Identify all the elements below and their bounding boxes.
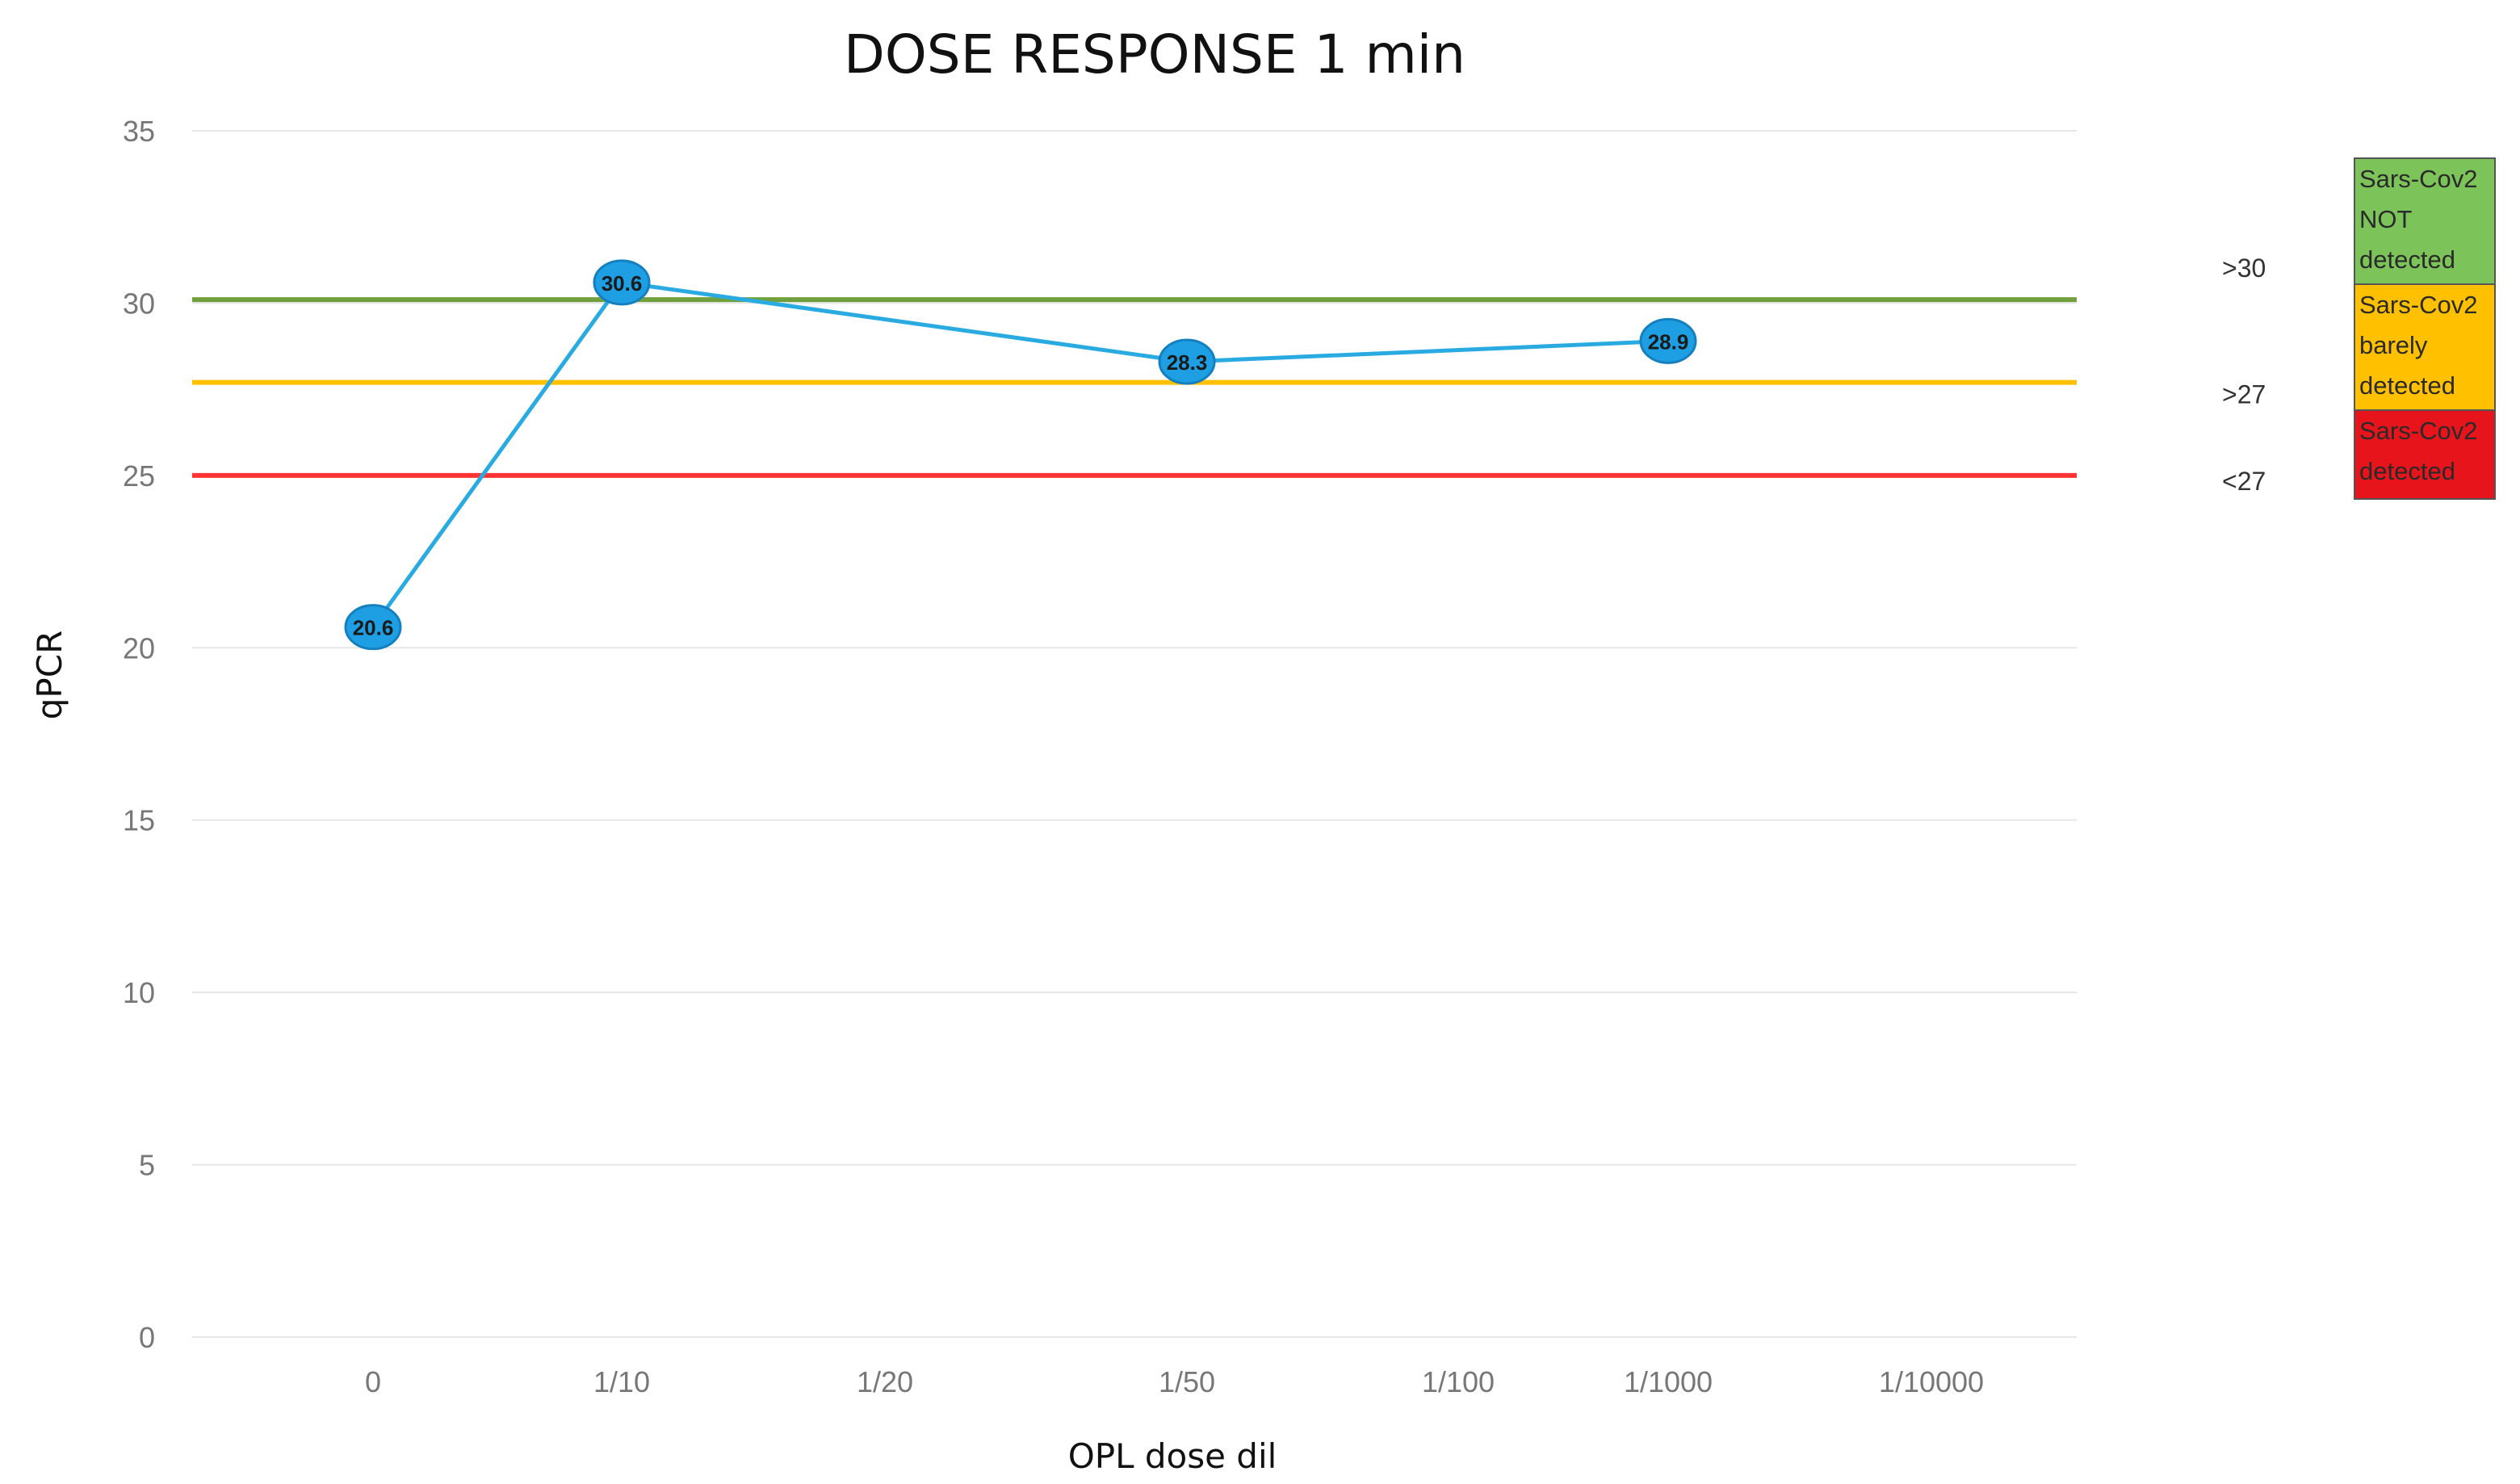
x-axis-ticks: 0 1/10 1/20 1/50 1/100 1/1000 1/10000 [365,1365,1984,1398]
threshold-label: <27 [2222,467,2266,496]
x-tick-label: 1/20 [857,1365,913,1398]
legend-label: Sars-Cov2 [2359,291,2477,319]
x-tick-label: 1/100 [1422,1365,1495,1398]
legend-label: barely [2359,331,2428,359]
y-tick-label: 30 [123,287,155,320]
reference-lines: >30 >27 <27 [192,254,2266,496]
legend-swatch [2354,157,2496,285]
data-label: 20.6 [353,616,394,640]
data-point [1639,317,1697,364]
data-label: 28.9 [1648,329,1689,354]
threshold-label: >27 [2222,380,2266,409]
data-label: 30.6 [602,271,643,296]
legend-label: detected [2359,371,2455,400]
y-tick-label: 25 [123,459,155,493]
y-tick-label: 0 [139,1321,155,1354]
x-tick-label: 1/50 [1159,1365,1215,1398]
data-point [593,259,651,306]
y-tick-label: 15 [123,804,155,837]
x-axis-title: OPL dose dil [1068,1436,1277,1476]
legend-label: Sars-Cov2 [2359,165,2477,193]
y-axis-title: qPCR [30,631,69,720]
data-label: 28.3 [1167,350,1208,375]
threshold-label: >30 [2222,254,2266,283]
y-tick-label: 10 [123,976,155,1009]
series-line [371,280,1669,629]
legend-label: detected [2359,245,2455,274]
gridlines [192,130,2077,1338]
legend: Sars-Cov2 NOT detected Sars-Cov2 barely detec… [2354,157,2496,500]
legend-swatch [2354,409,2496,500]
legend-swatch [2354,283,2496,411]
legend-label: detected [2359,457,2455,485]
data-point [344,604,402,651]
y-tick-label: 20 [123,631,155,664]
chart-title: DOSE RESPONSE 1 min [844,23,1465,86]
x-tick-label: 0 [365,1365,381,1398]
x-tick-label: 1/10000 [1879,1365,1984,1398]
legend-label: NOT [2359,205,2413,233]
series: 20.6 30.6 28.3 28.9 [344,259,1697,651]
x-tick-label: 1/10 [593,1365,650,1398]
x-tick-label: 1/1000 [1624,1365,1713,1398]
y-axis-ticks: 0 5 10 15 20 25 30 35 [123,115,155,1354]
data-point [1158,338,1216,385]
y-tick-label: 5 [139,1149,155,1182]
legend-label: Sars-Cov2 [2359,417,2477,445]
y-tick-label: 35 [123,115,155,148]
